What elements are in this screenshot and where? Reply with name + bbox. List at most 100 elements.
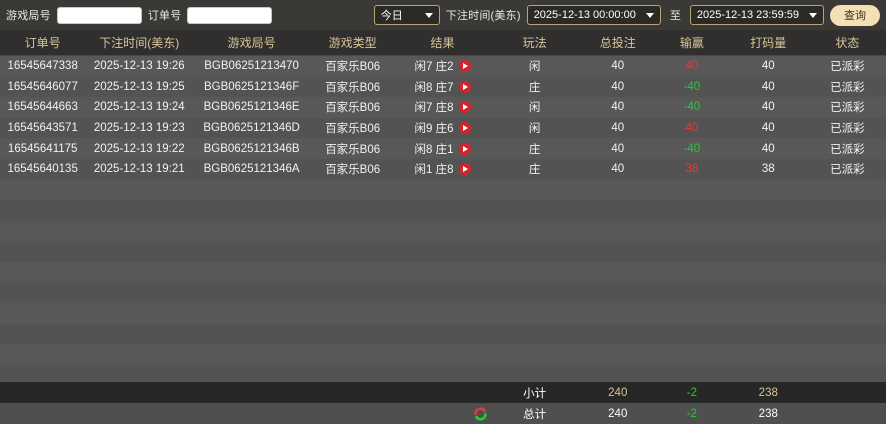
table-row[interactable]: 16545643571 2025-12-13 19:23 BGB0625121346… [0,117,886,139]
order-no-input[interactable] [187,6,273,24]
table-row-empty [0,179,886,201]
result-text: 闲8 庄1 [414,143,454,156]
cell-total-bet: 40 [611,60,625,73]
column-header-order-no: 订单号 [24,36,61,50]
date-range-separator: 至 [669,10,681,22]
total-refresh-cell [395,406,489,421]
cell-play: 庄 [528,164,541,177]
play-icon[interactable] [458,60,471,73]
cell-game-round: BGB0625121346B [203,142,300,155]
cell-result: 闲7 庄2 [395,58,489,74]
cell-chip: 40 [761,142,775,155]
column-header-win-loss: 输赢 [679,36,704,50]
date-to-value: 2025-12-13 23:59:59 [696,9,799,21]
cell-play: 庄 [528,81,541,94]
table-row-empty [0,261,886,283]
cell-win-loss: -40 [683,142,701,155]
chevron-down-icon [809,12,817,18]
cell-win-loss: 38 [685,163,699,176]
cell-order-no: 16545641175 [7,142,78,155]
period-select[interactable]: 今日 [373,5,440,25]
table-row-empty [0,323,886,345]
cell-play: 闲 [528,61,541,74]
total-chip: 238 [758,407,778,420]
table-row-empty [0,200,886,221]
cell-win-loss: 40 [685,122,699,135]
cell-result: 闲8 庄1 [395,141,489,157]
cell-game-round: BGB06251213470 [204,60,299,73]
cell-game-round: BGB0625121346D [203,122,300,135]
table-row[interactable]: 16545640135 2025-12-13 19:21 BGB0625121346… [0,158,886,180]
cell-total-bet: 40 [611,163,625,176]
chevron-down-icon [424,12,433,18]
game-round-input[interactable] [56,6,142,24]
cell-bet-time: 2025-12-13 19:23 [93,122,185,135]
play-icon[interactable] [458,142,471,155]
cell-order-no: 16545643571 [7,122,78,135]
play-icon[interactable] [458,101,471,114]
total-label: 总计 [523,408,547,421]
cell-order-no: 16545644663 [7,101,78,114]
total-row: 总计 240 -2 238 [0,403,886,424]
cell-total-bet: 40 [611,122,625,135]
table-row-empty [0,282,886,304]
cell-win-loss: -40 [683,101,701,114]
cell-game-round: BGB0625121346A [203,163,300,176]
cell-result: 闲9 庄6 [395,120,489,136]
cell-bet-time: 2025-12-13 19:22 [93,142,185,155]
column-header-bet-time: 下注时间(美东) [99,36,180,50]
cell-game-round: BGB0625121346F [203,80,300,93]
table-row-empty [0,344,886,365]
result-text: 闲9 庄6 [414,123,454,136]
play-icon[interactable] [458,122,471,135]
subtotal-total-bet: 240 [608,386,628,399]
column-header-total-bet: 总投注 [599,36,636,50]
search-button[interactable]: 查询 [830,4,880,26]
cell-order-no: 16545640135 [7,163,78,176]
table-row-empty [0,220,886,242]
date-to-picker[interactable]: 2025-12-13 23:59:59 [689,5,824,25]
cell-game-type: 百家乐B06 [325,164,381,177]
table-row[interactable]: 16545641175 2025-12-13 19:22 BGB0625121346… [0,138,886,159]
date-from-value: 2025-12-13 00:00:00 [533,9,636,21]
cell-bet-time: 2025-12-13 19:25 [93,80,185,93]
cell-total-bet: 40 [611,101,625,114]
cell-status: 已派彩 [830,102,865,115]
refresh-icon[interactable] [473,406,488,421]
result-value-group: 闲9 庄6 [415,120,471,136]
cell-play: 闲 [528,123,541,136]
table-body: 16545647338 2025-12-13 19:26 BGB0625121347… [0,56,886,382]
cell-result: 闲8 庄7 [395,79,489,95]
cell-chip: 40 [761,60,775,73]
period-select-value: 今日 [380,10,403,22]
table-row[interactable]: 16545646077 2025-12-13 19:25 BGB0625121346… [0,76,886,98]
cell-play: 闲 [528,102,541,115]
column-header-result: 结果 [430,36,455,50]
result-value-group: 闲7 庄2 [415,58,471,74]
result-value-group: 闲8 庄1 [415,141,471,157]
cell-win-loss: 40 [685,60,699,73]
result-value-group: 闲8 庄7 [415,79,471,95]
cell-status: 已派彩 [830,61,865,74]
result-text: 闲8 庄7 [414,81,454,94]
cell-chip: 40 [761,101,775,114]
cell-game-type: 百家乐B06 [325,143,381,156]
column-header-play: 玩法 [522,36,547,50]
column-header-chip: 打码量 [750,36,787,50]
date-from-picker[interactable]: 2025-12-13 00:00:00 [526,5,661,25]
cell-status: 已派彩 [830,81,865,94]
cell-game-type: 百家乐B06 [325,102,381,115]
subtotal-label: 小计 [523,387,547,400]
subtotal-win-loss: -2 [686,386,697,399]
cell-chip: 40 [761,80,775,93]
cell-status: 已派彩 [830,123,865,136]
subtotal-row: 小计 240 -2 238 [0,382,886,403]
result-text: 闲7 庄2 [414,61,454,74]
cell-total-bet: 40 [611,142,625,155]
play-icon[interactable] [458,80,471,93]
table-row[interactable]: 16545647338 2025-12-13 19:26 BGB0625121347… [0,56,886,77]
play-icon[interactable] [458,163,471,176]
column-header-game-type: 游戏类型 [328,36,377,50]
result-value-group: 闲1 庄8 [415,161,471,177]
table-row[interactable]: 16545644663 2025-12-13 19:24 BGB0625121346… [0,97,886,118]
